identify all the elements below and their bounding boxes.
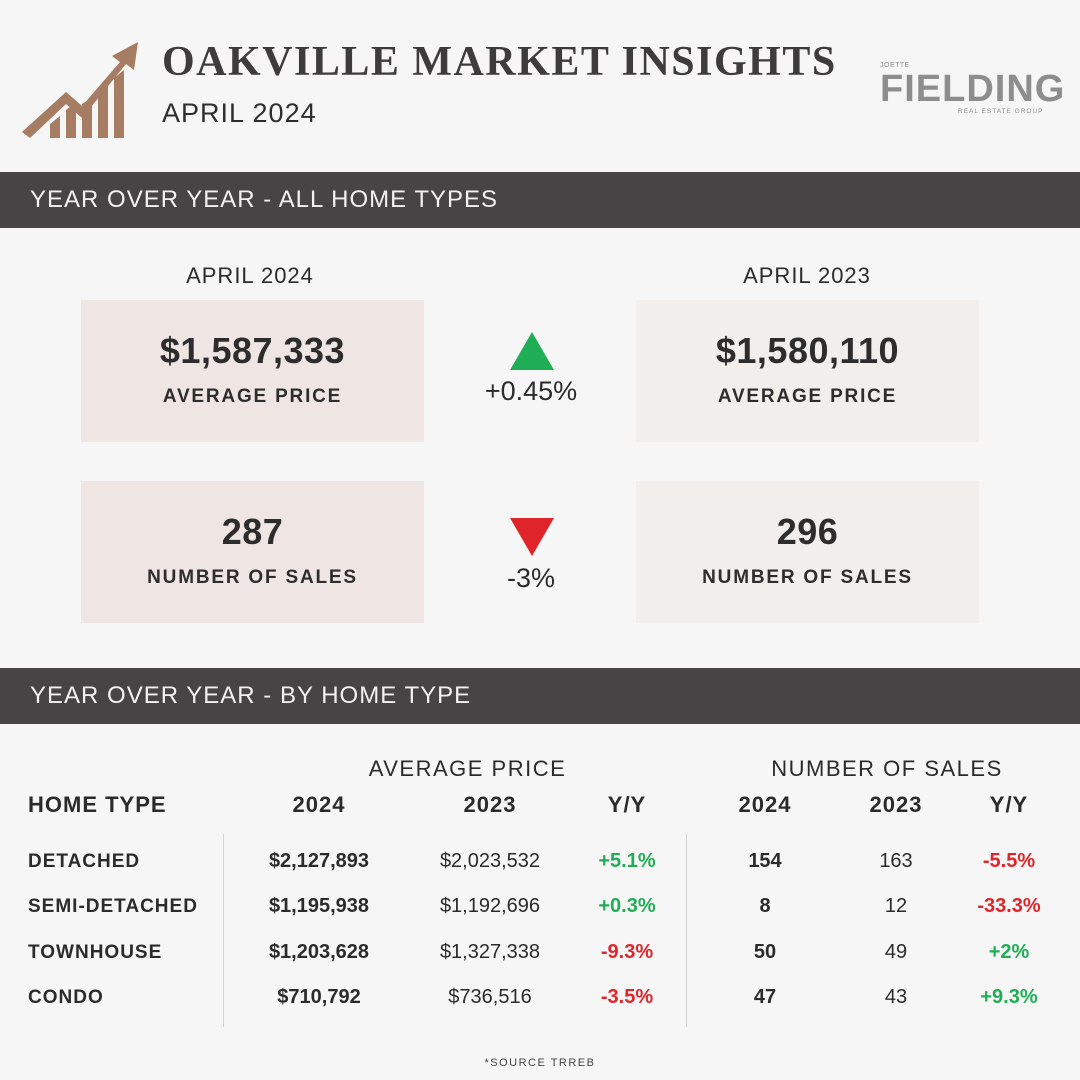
col-header-sales-2024: 2024 bbox=[738, 792, 792, 817]
section-bar-by-home-type: YEAR OVER YEAR - BY HOME TYPE bbox=[0, 668, 1080, 724]
sales-group-header: NUMBER OF SALES bbox=[771, 756, 1003, 781]
col-header-home-type: HOME TYPE bbox=[28, 792, 167, 817]
price-yy-cell: -3.5% bbox=[600, 986, 654, 1008]
previous-sales-card: 296 NUMBER OF SALES bbox=[636, 481, 979, 623]
col-header-price-2023: 2023 bbox=[463, 792, 517, 817]
home-type-cell: TOWNHOUSE bbox=[28, 942, 163, 963]
price-2023-cell: $1,327,338 bbox=[439, 941, 541, 963]
current-sales-card: 287 NUMBER OF SALES bbox=[81, 481, 424, 623]
previous-avg-price-value: $1,580,110 bbox=[715, 330, 900, 371]
sales-yy-cell: -33.3% bbox=[977, 895, 1041, 917]
table-row: TOWNHOUSE $1,203,628 $1,327,338 -9.3% 50… bbox=[0, 941, 1080, 971]
table-divider-left bbox=[223, 834, 224, 1027]
sales-2023-cell: 163 bbox=[879, 850, 913, 872]
avg-price-change: +0.45% bbox=[484, 376, 578, 406]
table-divider-right bbox=[686, 834, 687, 1027]
current-period-label: APRIL 2024 bbox=[186, 263, 314, 288]
sales-2024-cell: 47 bbox=[753, 986, 777, 1008]
page-subtitle: APRIL 2024 bbox=[162, 98, 317, 128]
current-avg-price-card: $1,587,333 AVERAGE PRICE bbox=[81, 300, 424, 442]
price-2023-cell: $2,023,532 bbox=[439, 850, 541, 872]
price-yy-cell: +0.3% bbox=[598, 895, 656, 917]
sales-2024-cell: 154 bbox=[748, 850, 782, 872]
previous-avg-price-card: $1,580,110 AVERAGE PRICE bbox=[636, 300, 979, 442]
price-yy-cell: -9.3% bbox=[600, 941, 654, 963]
previous-sales-value: 296 bbox=[776, 511, 839, 552]
col-header-sales-2023: 2023 bbox=[869, 792, 923, 817]
triangle-up-icon bbox=[510, 332, 554, 370]
triangle-down-icon bbox=[510, 518, 554, 556]
table-row: DETACHED $2,127,893 $2,023,532 +5.1% 154… bbox=[0, 850, 1080, 880]
sales-yy-cell: -5.5% bbox=[982, 850, 1036, 872]
avg-price-group-header: AVERAGE PRICE bbox=[368, 756, 567, 781]
price-2023-cell: $736,516 bbox=[448, 986, 532, 1008]
home-type-cell: SEMI-DETACHED bbox=[28, 896, 198, 917]
col-header-price-yy: Y/Y bbox=[607, 792, 647, 817]
sales-yy-cell: +9.3% bbox=[980, 986, 1038, 1008]
section-bar-all-home-types: YEAR OVER YEAR - ALL HOME TYPES bbox=[0, 172, 1080, 228]
previous-period-label: APRIL 2023 bbox=[743, 263, 871, 288]
price-2024-cell: $1,203,628 bbox=[268, 941, 370, 963]
sales-2024-cell: 50 bbox=[753, 941, 777, 963]
brand-logo-name: FIELDING bbox=[880, 68, 1066, 110]
source-footnote: *SOURCE TRREB bbox=[484, 1057, 596, 1069]
col-header-sales-yy: Y/Y bbox=[989, 792, 1029, 817]
table-row: CONDO $710,792 $736,516 -3.5% 47 43 +9.3… bbox=[0, 986, 1080, 1016]
price-2024-cell: $710,792 bbox=[277, 986, 361, 1008]
home-type-cell: CONDO bbox=[28, 987, 104, 1008]
current-avg-price-value: $1,587,333 bbox=[159, 330, 346, 371]
sales-2023-cell: 43 bbox=[884, 986, 908, 1008]
price-2023-cell: $1,192,696 bbox=[439, 895, 541, 917]
current-sales-label: NUMBER OF SALES bbox=[147, 567, 358, 588]
price-yy-cell: +5.1% bbox=[598, 850, 656, 872]
page-title: OAKVILLE MARKET INSIGHTS bbox=[162, 39, 837, 85]
sales-2023-cell: 12 bbox=[884, 895, 908, 917]
sales-yy-cell: +2% bbox=[988, 941, 1030, 963]
previous-sales-label: NUMBER OF SALES bbox=[702, 567, 913, 588]
brand-logo: JOETTE FIELDING REAL ESTATE GROUP bbox=[878, 62, 1064, 118]
price-2024-cell: $2,127,893 bbox=[268, 850, 370, 872]
price-2024-cell: $1,195,938 bbox=[268, 895, 370, 917]
table-row: SEMI-DETACHED $1,195,938 $1,192,696 +0.3… bbox=[0, 895, 1080, 925]
current-sales-value: 287 bbox=[221, 511, 284, 552]
brand-logo-bottom: REAL ESTATE GROUP bbox=[958, 108, 1044, 115]
sales-change: -3% bbox=[506, 563, 555, 593]
current-avg-price-label: AVERAGE PRICE bbox=[162, 386, 343, 407]
sales-2024-cell: 8 bbox=[759, 895, 771, 917]
previous-avg-price-label: AVERAGE PRICE bbox=[717, 386, 898, 407]
brand-logo-top: JOETTE bbox=[880, 62, 910, 69]
sales-2023-cell: 49 bbox=[884, 941, 908, 963]
home-type-cell: DETACHED bbox=[28, 851, 141, 872]
col-header-price-2024: 2024 bbox=[292, 792, 346, 817]
growth-chart-icon bbox=[22, 42, 138, 138]
